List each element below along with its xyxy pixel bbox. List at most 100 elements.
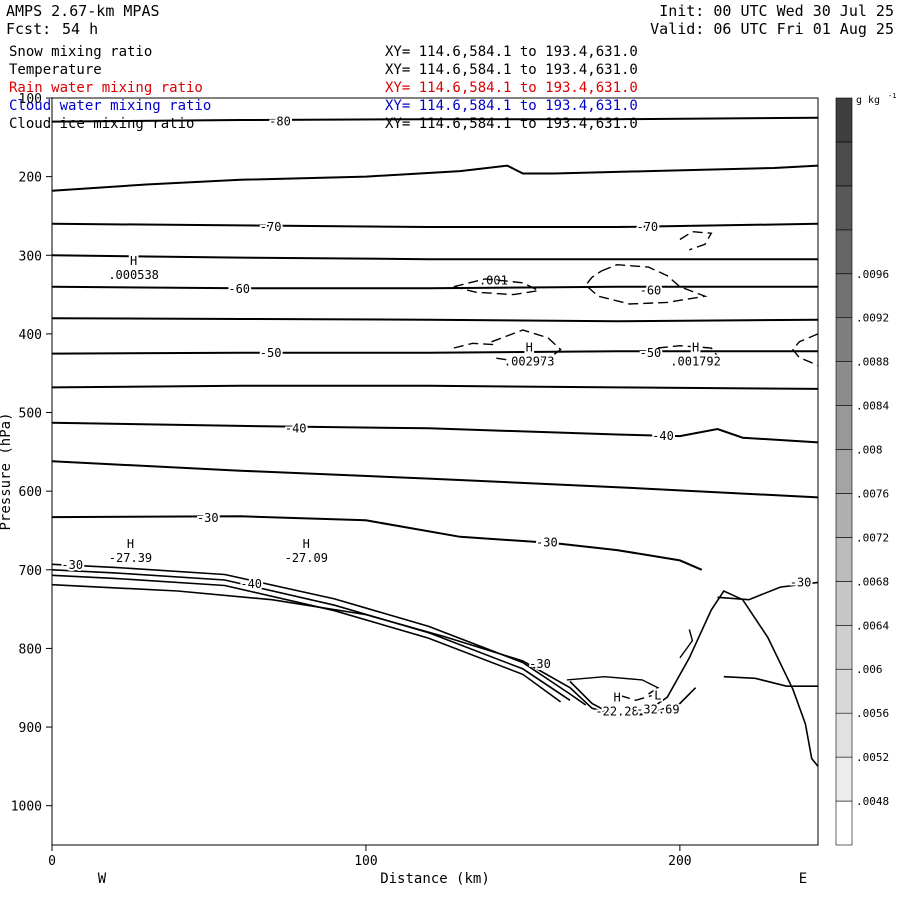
extremum-value: .002973 <box>504 354 555 368</box>
colorbar-segment <box>835 317 853 362</box>
isotherm-label: -30 <box>529 657 551 671</box>
extremum-marker: H <box>692 340 699 354</box>
terrain-outline <box>679 629 694 659</box>
y-tick-label: 800 <box>19 642 42 657</box>
isotherm-label: -30 <box>61 558 83 572</box>
plot-frame <box>51 97 819 846</box>
y-tick-label: 500 <box>19 407 42 422</box>
isotherm-line <box>51 515 703 571</box>
low-level-isotherm <box>51 563 587 706</box>
colorbar-tick-label: .0088 <box>856 356 889 369</box>
colorbar-tick-label: .0092 <box>856 312 889 325</box>
low-level-isotherm <box>51 574 562 703</box>
colorbar-tick-label: .0048 <box>856 795 889 808</box>
colorbar-segment <box>835 449 853 494</box>
ice-mixing-ratio-contour <box>657 344 719 357</box>
colorbar-segment <box>835 185 853 231</box>
colorbar-tick-label: .0096 <box>856 268 889 281</box>
colorbar-segment <box>835 668 853 714</box>
colorbar-segment <box>835 581 853 626</box>
isotherm-label: -40 <box>285 421 307 435</box>
extremum-value: -32.69 <box>636 703 679 717</box>
x-end-label-west: W <box>98 871 107 887</box>
colorbar-segment <box>835 624 853 670</box>
colorbar-segment <box>835 493 853 538</box>
colorbar-segment <box>835 800 853 846</box>
isotherm-line <box>51 460 819 499</box>
low-level-isotherm <box>51 583 697 717</box>
legend-xy-range: XY= 114.6,584.1 to 193.4,631.0 <box>385 62 638 78</box>
snow-mixing-ratio-contour <box>453 278 541 296</box>
colorbar-tick-label: .008 <box>856 444 883 457</box>
valid-time: Valid: 06 UTC Fri 01 Aug 25 <box>650 20 894 38</box>
isotherm-line <box>723 675 818 687</box>
colorbar-tick-label: .0084 <box>856 400 889 413</box>
legend-field-label: Temperature <box>9 62 102 78</box>
extremum-value: -27.39 <box>109 551 152 565</box>
isotherm-line <box>51 116 819 123</box>
isotherm-line <box>51 350 818 355</box>
x-tick-label: 100 <box>354 854 377 869</box>
init-time: Init: 00 UTC Wed 30 Jul 25 <box>659 2 894 20</box>
legend-xy-range: XY= 114.6,584.1 to 193.4,631.0 <box>385 44 638 60</box>
legend-field-label: Snow mixing ratio <box>9 44 153 60</box>
colorbar-segment <box>835 229 853 275</box>
legend-xy-range: XY= 114.6,584.1 to 193.4,631.0 <box>385 98 638 114</box>
colorbar-segment <box>835 537 853 582</box>
extremum-value: -27.09 <box>285 551 328 565</box>
y-tick-label: 200 <box>19 171 42 186</box>
isotherm-line <box>51 317 819 323</box>
y-axis-label: Pressure (hPa) <box>0 412 14 530</box>
colorbar-tick-label: .0056 <box>856 707 889 720</box>
isotherm-label: -30 <box>536 535 558 549</box>
isotherm-line <box>51 164 819 192</box>
extremum-value: .000538 <box>108 268 159 282</box>
isotherm-label: -30 <box>790 575 812 589</box>
colorbar-segment <box>835 97 853 143</box>
colorbar-tick-label: .006 <box>856 663 883 676</box>
x-axis-label: Distance (km) <box>380 871 490 887</box>
extremum-marker: L <box>654 689 661 703</box>
colorbar-tick-label: .0072 <box>856 531 889 544</box>
forecast-hours: 54 h <box>62 20 99 38</box>
ice-mixing-ratio-contour <box>619 694 652 702</box>
isotherm-label: -60 <box>228 282 250 296</box>
extremum-value: .001792 <box>670 354 721 368</box>
colorbar-segment <box>835 361 853 406</box>
colorbar-unit-exponent: -1 <box>888 92 896 100</box>
isotherm-label: -70 <box>636 220 658 234</box>
colorbar-segment <box>835 273 853 319</box>
colorbar-segment <box>835 405 853 450</box>
legend-field-label: Cloud water mixing ratio <box>9 98 212 114</box>
isotherm-line <box>51 222 819 228</box>
ice-mixing-ratio-contour <box>491 329 562 363</box>
legend-xy-range: XY= 114.6,584.1 to 193.4,631.0 <box>385 80 638 96</box>
isotherm-label: -50 <box>260 346 282 360</box>
x-end-label-east: E <box>799 871 807 887</box>
isotherm-label: -40 <box>652 429 674 443</box>
legend-field-label: Rain water mixing ratio <box>9 80 203 96</box>
isotherm-label: -70 <box>260 220 282 234</box>
isotherm-line <box>51 421 819 444</box>
colorbar-segment <box>835 712 853 758</box>
forecast-label: Fcst: <box>6 20 52 38</box>
colorbar-tick-label: .0068 <box>856 575 889 588</box>
x-tick-label: 0 <box>48 854 56 869</box>
terrain-outline <box>569 589 819 767</box>
isotherm-line <box>51 384 819 390</box>
extremum-value: -22.28 <box>595 704 638 718</box>
snow-contour-label: .001 <box>479 273 508 287</box>
extremum-marker: H <box>127 537 134 551</box>
x-tick-label: 200 <box>668 854 691 869</box>
ice-mixing-ratio-contour <box>453 342 498 349</box>
isotherm-label: -60 <box>640 284 662 298</box>
y-tick-label: 1000 <box>11 800 42 815</box>
colorbar-tick-label: .0052 <box>856 751 889 764</box>
terrain-outline <box>566 675 660 695</box>
isotherm-line <box>51 285 818 290</box>
y-tick-label: 100 <box>19 92 42 107</box>
isotherm-line <box>717 581 819 601</box>
colorbar-segment <box>835 756 853 802</box>
extremum-marker: H <box>130 254 137 268</box>
